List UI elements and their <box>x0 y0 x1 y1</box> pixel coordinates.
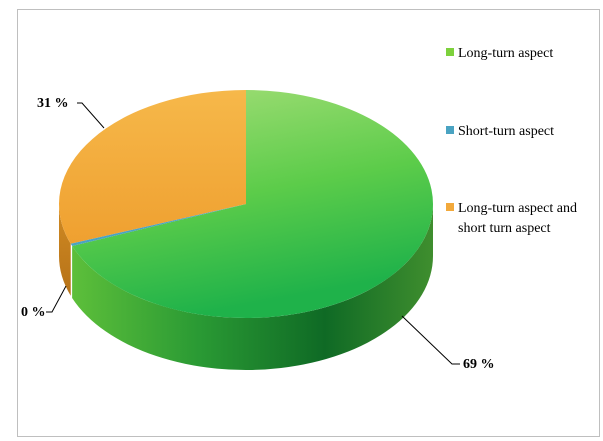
data-label-31: 31 % <box>37 96 69 111</box>
legend-swatch-both <box>446 203 454 211</box>
legend-swatch-short-turn <box>446 126 454 134</box>
legend-label-both-line2: short turn aspect <box>458 221 551 236</box>
leader-line-0 <box>46 285 67 313</box>
legend-label-long-turn: Long-turn aspect <box>458 46 553 61</box>
data-label-0: 0 % <box>21 305 46 320</box>
legend-label-short-turn: Short-turn aspect <box>458 124 554 139</box>
legend-swatch-long-turn <box>446 48 454 56</box>
legend: Long-turn aspect Short-turn aspect Long-… <box>446 46 577 236</box>
leader-line-31 <box>77 102 105 129</box>
legend-label-both-line1: Long-turn aspect and <box>458 201 577 216</box>
pie-slice-side-both <box>59 204 71 296</box>
pie-slice-short-turn <box>70 204 246 246</box>
pie-slice-both <box>59 90 247 244</box>
pie-slice-side-long-turn <box>72 204 433 371</box>
data-label-69: 69 % <box>463 357 495 372</box>
leader-line-69 <box>401 315 460 365</box>
pie-slice-long-turn <box>72 90 433 319</box>
